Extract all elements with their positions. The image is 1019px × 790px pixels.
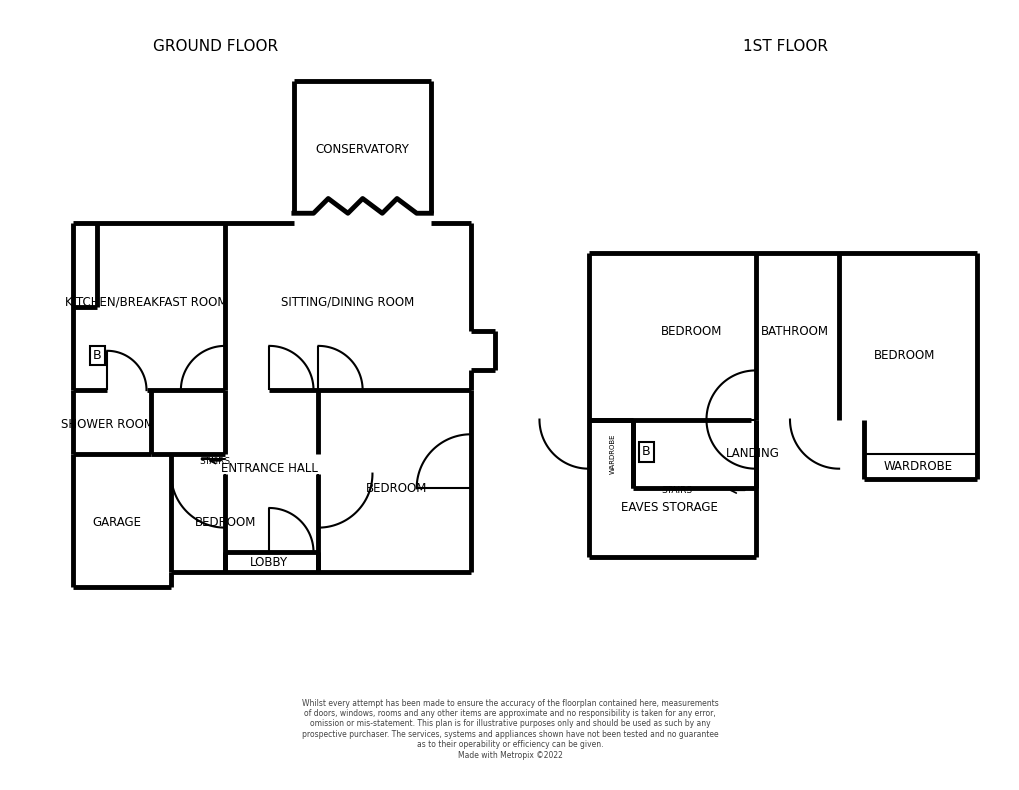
Text: CONSERVATORY: CONSERVATORY — [316, 143, 410, 156]
Text: BATHROOM: BATHROOM — [760, 325, 828, 337]
Text: LOBBY: LOBBY — [250, 555, 288, 569]
Text: BEDROOM: BEDROOM — [195, 516, 256, 529]
Text: BEDROOM: BEDROOM — [660, 325, 721, 337]
Text: BEDROOM: BEDROOM — [873, 349, 934, 362]
Text: SITTING/DINING ROOM: SITTING/DINING ROOM — [281, 295, 414, 308]
Text: STAIRS: STAIRS — [200, 457, 230, 466]
Text: KITCHEN/BREAKFAST ROOM: KITCHEN/BREAKFAST ROOM — [65, 295, 227, 308]
Text: STAIRS: STAIRS — [660, 486, 692, 495]
Text: 1ST FLOOR: 1ST FLOOR — [742, 39, 826, 54]
Text: WARDROBE: WARDROBE — [609, 434, 615, 474]
Text: Whilst every attempt has been made to ensure the accuracy of the floorplan conta: Whilst every attempt has been made to en… — [302, 698, 717, 759]
Text: GROUND FLOOR: GROUND FLOOR — [153, 39, 277, 54]
Text: B: B — [642, 446, 650, 458]
Text: EAVES STORAGE: EAVES STORAGE — [621, 502, 717, 514]
Text: ENTRANCE HALL: ENTRANCE HALL — [221, 462, 318, 475]
Text: LANDING: LANDING — [725, 447, 779, 461]
Text: WARDROBE: WARDROBE — [882, 461, 952, 473]
Text: BEDROOM: BEDROOM — [366, 482, 427, 495]
Text: SHOWER ROOM: SHOWER ROOM — [61, 418, 154, 431]
Text: B: B — [93, 349, 102, 362]
Text: GARAGE: GARAGE — [93, 516, 142, 529]
